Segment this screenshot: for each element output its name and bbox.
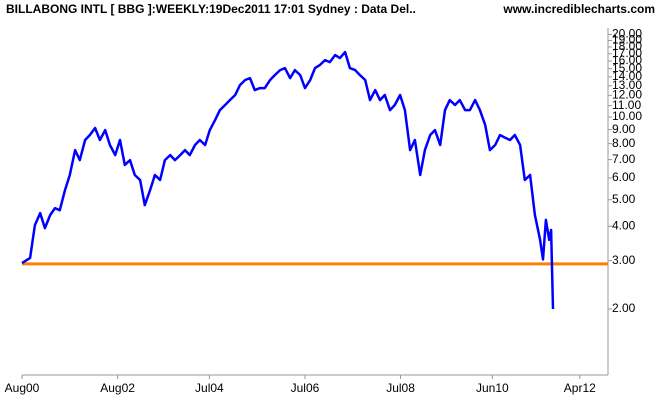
y-tick-label: 3.00 [612, 253, 636, 267]
y-tick-label: 14.00 [612, 69, 642, 83]
y-tick-label: 15.00 [612, 61, 642, 75]
y-tick-label: 18.00 [612, 39, 642, 53]
y-tick-label: 10.00 [612, 109, 642, 123]
y-tick-label: 12.00 [612, 87, 642, 101]
y-tick-label: 4.00 [612, 219, 636, 233]
y-tick-label: 19.00 [612, 33, 642, 47]
x-tick-label: Jul08 [386, 381, 415, 395]
y-tick-label: 6.00 [612, 170, 636, 184]
price-line [21, 50, 555, 310]
x-tick-label: Aug00 [5, 381, 40, 395]
y-tick-label: 7.00 [612, 152, 636, 166]
y-tick-label: 8.00 [612, 136, 636, 150]
y-tick-label: 11.00 [612, 98, 641, 112]
y-tick-label: 20.00 [612, 27, 642, 41]
x-tick-label: Jul04 [195, 381, 224, 395]
x-tick-label: Jul06 [291, 381, 320, 395]
x-tick-label: Aug02 [100, 381, 135, 395]
x-tick-label: Jun10 [476, 381, 509, 395]
chart-title: BILLABONG INTL [ BBG ]:WEEKLY:19Dec2011 … [6, 2, 416, 16]
y-tick-label: 5.00 [612, 192, 636, 206]
y-tick-label: 2.00 [612, 301, 636, 315]
y-tick-label: 17.00 [612, 46, 642, 60]
y-tick-label: 13.00 [612, 78, 642, 92]
y-tick-label: 16.00 [612, 53, 642, 67]
source: www.incrediblecharts.com [502, 2, 655, 16]
y-tick-label: 9.00 [612, 122, 636, 136]
x-tick-label: Apr12 [564, 381, 596, 395]
